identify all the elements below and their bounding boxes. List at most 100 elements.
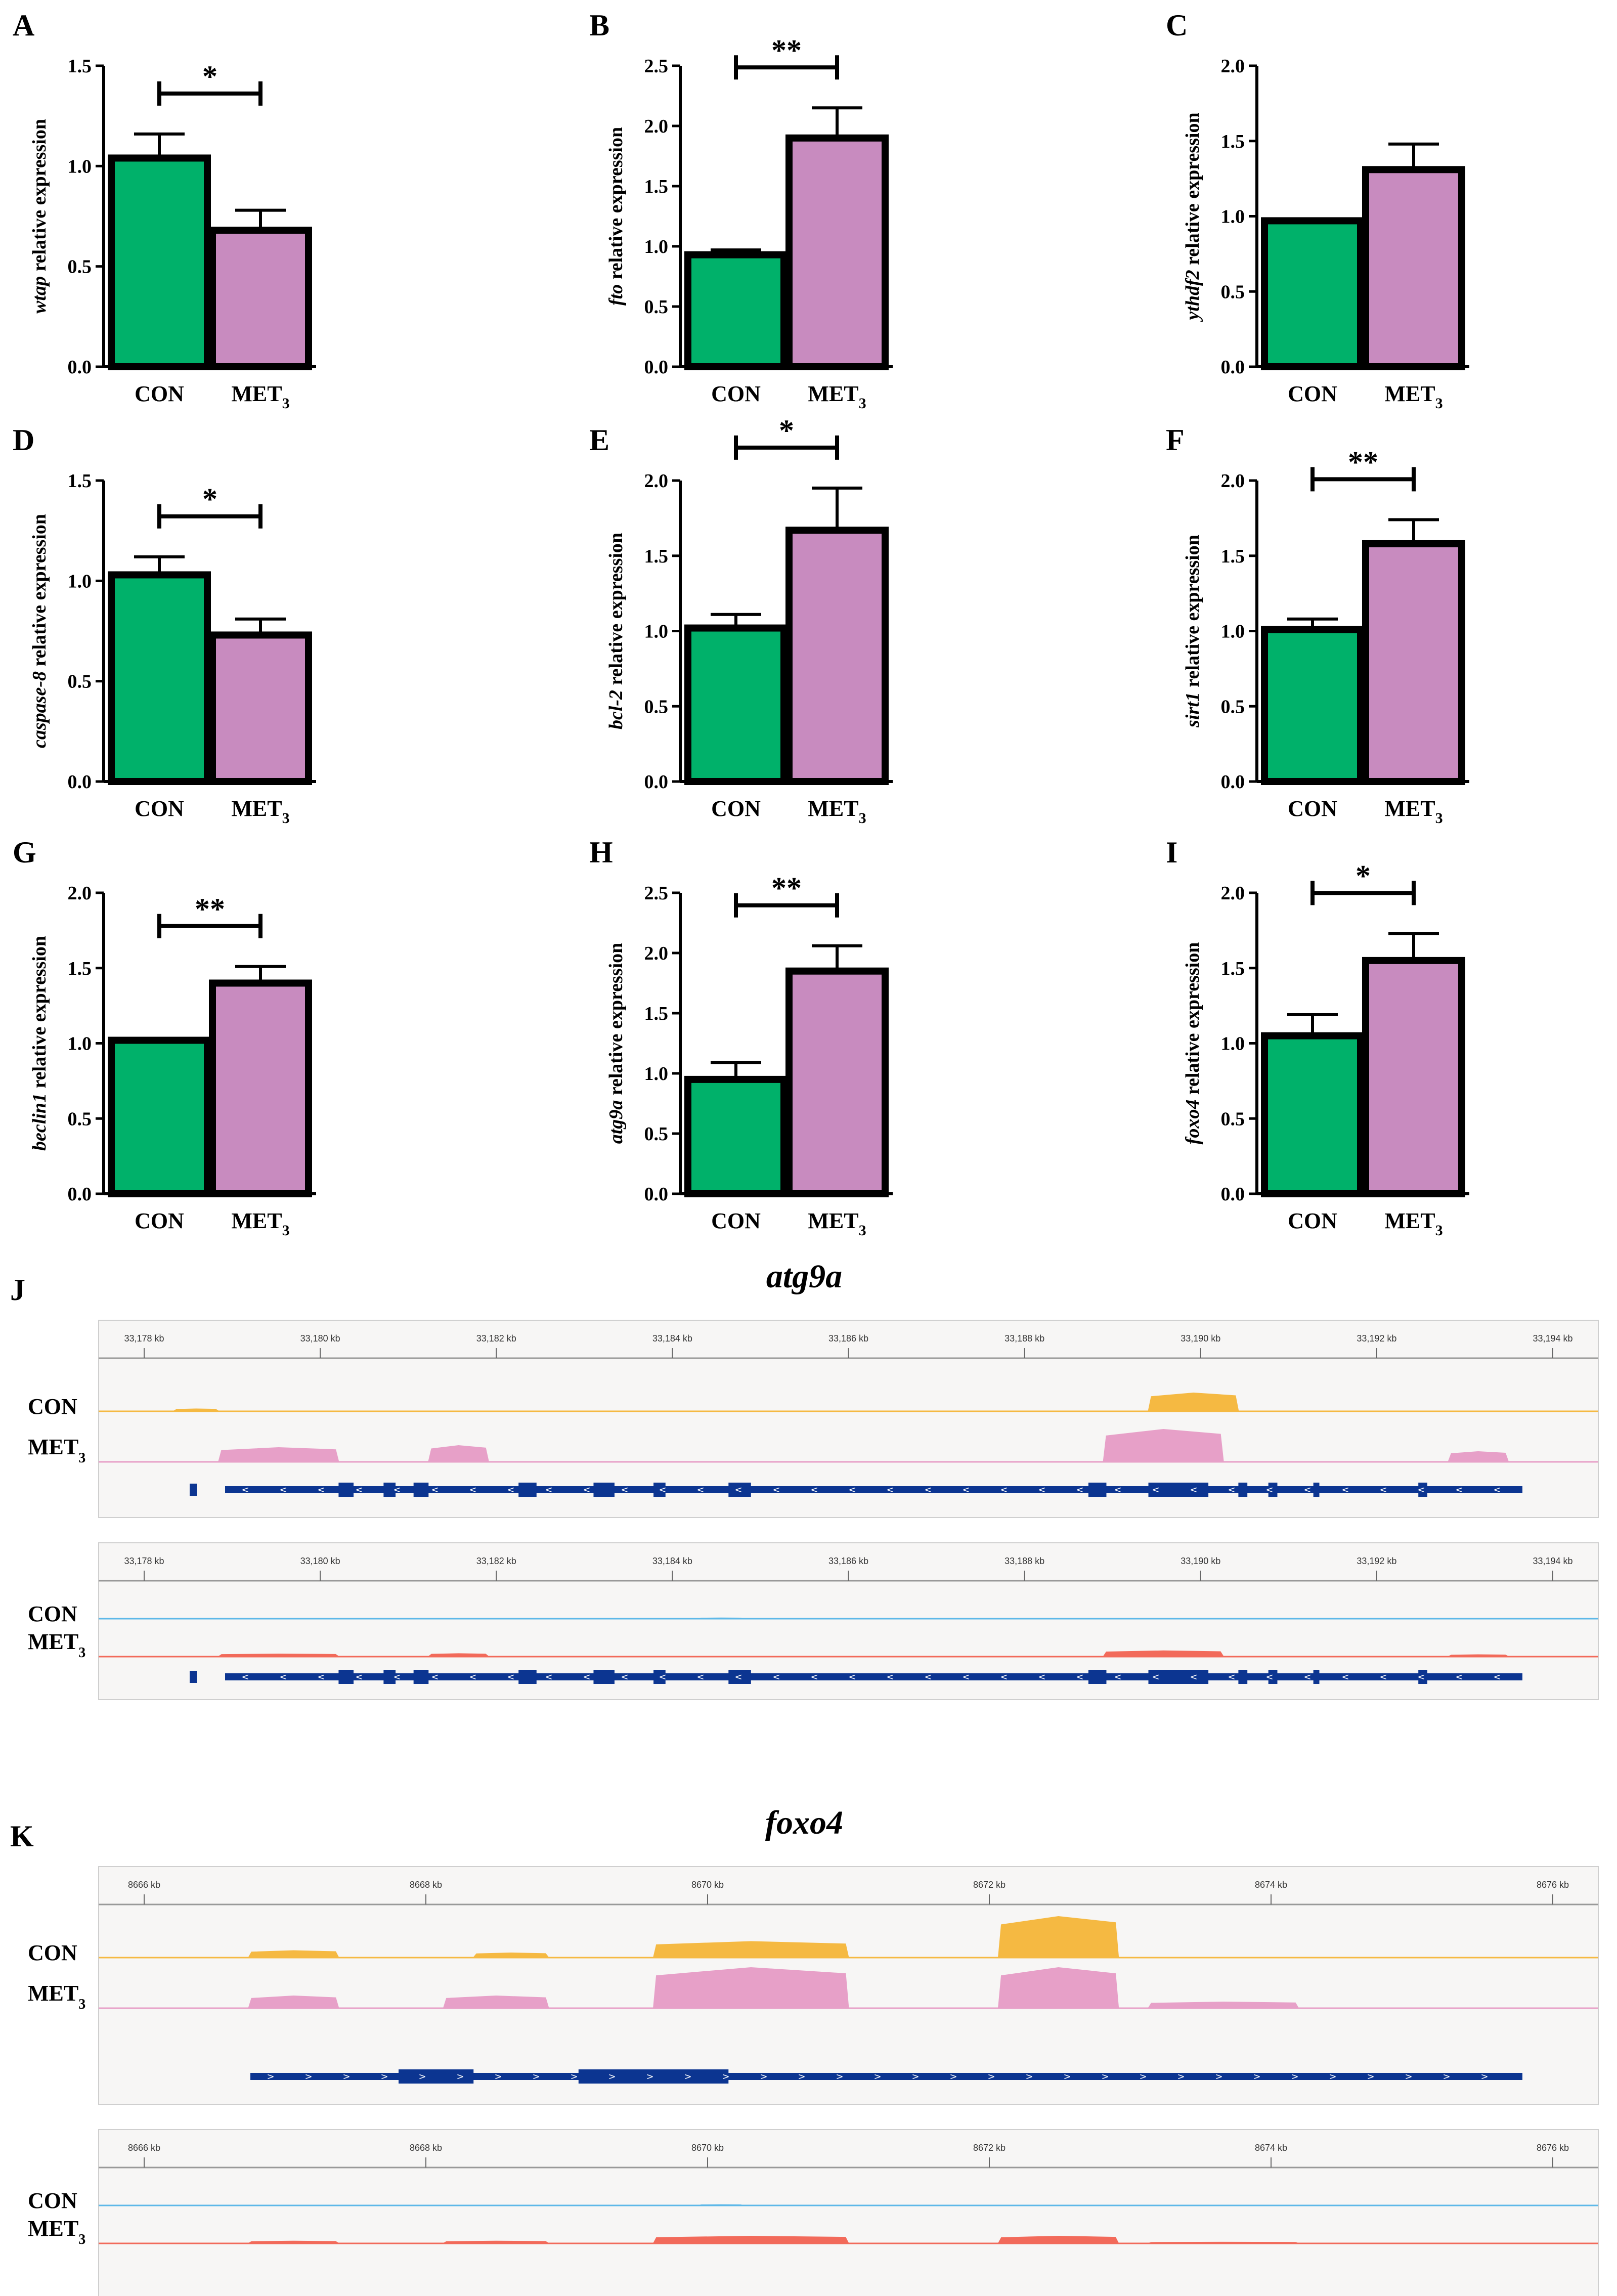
- significance-stars: **: [195, 892, 225, 926]
- ruler-label: 33,194 kb: [1533, 1333, 1572, 1344]
- y-axis-gene: foxo4: [1182, 1100, 1203, 1145]
- strand-arrow: <: [1114, 1672, 1121, 1682]
- y-tick-label: 0.0: [68, 357, 92, 378]
- ruler-label: 8670 kb: [691, 2143, 724, 2153]
- y-tick-label: 0.0: [1221, 1184, 1245, 1205]
- panel-label: G: [13, 836, 36, 869]
- strand-arrow: <: [1493, 1485, 1501, 1495]
- y-axis-gene: beclin1: [29, 1093, 50, 1151]
- ruler-label: 33,180 kb: [300, 1333, 340, 1344]
- x-tick-label: CON: [135, 796, 184, 821]
- y-tick-label: 2.0: [1221, 470, 1245, 492]
- bar-chart-d: D 0.0 0.5 1.0 1.5 caspase-8 relative expressi…: [13, 423, 316, 827]
- y-tick-label: 0.5: [68, 1108, 92, 1130]
- strand-arrow: <: [734, 1485, 742, 1495]
- y-axis-suffix: relative expression: [1182, 112, 1203, 270]
- y-axis-label: bcl-2 relative expression: [605, 533, 627, 729]
- strand-arrow: <: [1379, 1485, 1387, 1495]
- ruler-label: 8666 kb: [128, 1880, 160, 1890]
- y-axis-suffix: relative expression: [605, 127, 627, 284]
- bar-con: [684, 624, 788, 786]
- track-background: [98, 1866, 1599, 2105]
- coverage-track: [154, 1428, 1578, 1462]
- y-tick-label: 0.0: [644, 771, 669, 793]
- ruler-label: 33,184 kb: [652, 1333, 692, 1344]
- x-tick-label: MET3: [808, 1208, 866, 1239]
- bar-con: [1261, 1032, 1364, 1197]
- exon: [383, 1483, 396, 1497]
- track-title: atg9a: [766, 1258, 842, 1295]
- significance-stars: **: [1348, 445, 1378, 479]
- coverage-track: [154, 1916, 1578, 1958]
- panel-label: K: [10, 1820, 34, 1853]
- strand-arrow: <: [1076, 1485, 1083, 1495]
- bar-con: [108, 1036, 211, 1198]
- strand-arrow: <: [1303, 1672, 1311, 1682]
- bar-con: [108, 571, 211, 786]
- ruler-label: 8676 kb: [1537, 1880, 1569, 1890]
- strand-arrow: <: [583, 1672, 590, 1682]
- bar-con: [684, 251, 788, 370]
- bar-chart-i: I 0.0 0.5 1.0 1.5 2.0 foxo4 relative expressio…: [1166, 836, 1469, 1239]
- bar-con: [1261, 217, 1364, 370]
- strand-arrow: <: [583, 1485, 590, 1495]
- track-label-con: CON: [28, 2188, 77, 2213]
- bar-met: [1362, 166, 1465, 370]
- strand-arrow: >: [684, 2071, 691, 2082]
- ruler-label: 33,178 kb: [124, 1333, 164, 1344]
- strand-arrow: >: [418, 2071, 426, 2082]
- x-tick-label: MET3: [231, 796, 289, 827]
- significance-stars: *: [202, 483, 217, 516]
- x-tick-label: MET3: [808, 381, 866, 412]
- x-tick-label: MET3: [808, 796, 866, 827]
- strand-arrow: <: [317, 1672, 325, 1682]
- significance-stars: **: [771, 872, 802, 905]
- strand-arrow: <: [1455, 1672, 1463, 1682]
- y-axis-label: caspase-8 relative expression: [29, 514, 50, 748]
- strand-arrow: >: [1025, 2071, 1033, 2082]
- y-tick-label: 0.0: [68, 771, 92, 793]
- strand-arrow: <: [1152, 1672, 1159, 1682]
- strand-arrow: >: [1480, 2071, 1488, 2082]
- y-axis-gene: fto: [605, 284, 627, 306]
- strand-arrow: <: [1190, 1485, 1197, 1495]
- strand-arrow: <: [848, 1485, 856, 1495]
- bar-chart-a: A 0.0 0.5 1.0 1.5 wtap relative expression CON…: [13, 9, 316, 412]
- y-axis-suffix: relative expression: [1182, 942, 1203, 1100]
- strand-arrow: >: [1063, 2071, 1071, 2082]
- panel-label: E: [589, 423, 609, 457]
- y-tick-label: 1.5: [1221, 546, 1245, 567]
- strand-arrow: <: [659, 1485, 666, 1495]
- strand-arrow: >: [911, 2071, 919, 2082]
- strand-arrow: <: [545, 1485, 552, 1495]
- y-tick-label: 0.0: [644, 1184, 669, 1205]
- strand-arrow: <: [1000, 1485, 1008, 1495]
- ruler-label: 33,192 kb: [1357, 1556, 1396, 1566]
- strand-arrow: >: [1215, 2071, 1222, 2082]
- y-axis-label: fto relative expression: [605, 127, 627, 306]
- exon: [1313, 1670, 1320, 1684]
- y-tick-label: 2.0: [1221, 56, 1245, 77]
- x-tick-label: MET3: [1384, 796, 1443, 827]
- exon: [1088, 1483, 1107, 1497]
- strand-arrow: <: [1076, 1672, 1083, 1682]
- x-tick-label: MET3: [231, 381, 289, 412]
- y-tick-label: 2.0: [1221, 883, 1245, 904]
- ruler-label: 8674 kb: [1255, 2143, 1287, 2153]
- ruler-label: 33,186 kb: [828, 1556, 868, 1566]
- track-label-met: MET3: [28, 1435, 85, 1466]
- x-tick-label: CON: [1288, 1208, 1337, 1233]
- strand-arrow: <: [848, 1672, 856, 1682]
- coverage-track: [154, 1650, 1578, 1657]
- ruler-label: 33,182 kb: [476, 1556, 516, 1566]
- strand-arrow: <: [507, 1485, 514, 1495]
- y-axis-gene: ythdf2: [1182, 270, 1203, 322]
- y-axis-gene: caspase-8: [29, 671, 50, 748]
- x-tick-label: MET3: [1384, 1208, 1443, 1239]
- bar-chart-e: E 0.0 0.5 1.0 1.5 2.0 bcl-2 relative expressio…: [589, 414, 893, 827]
- exon: [383, 1670, 396, 1684]
- exon: [190, 1484, 197, 1496]
- strand-arrow: <: [810, 1485, 818, 1495]
- ruler-label: 33,180 kb: [300, 1556, 340, 1566]
